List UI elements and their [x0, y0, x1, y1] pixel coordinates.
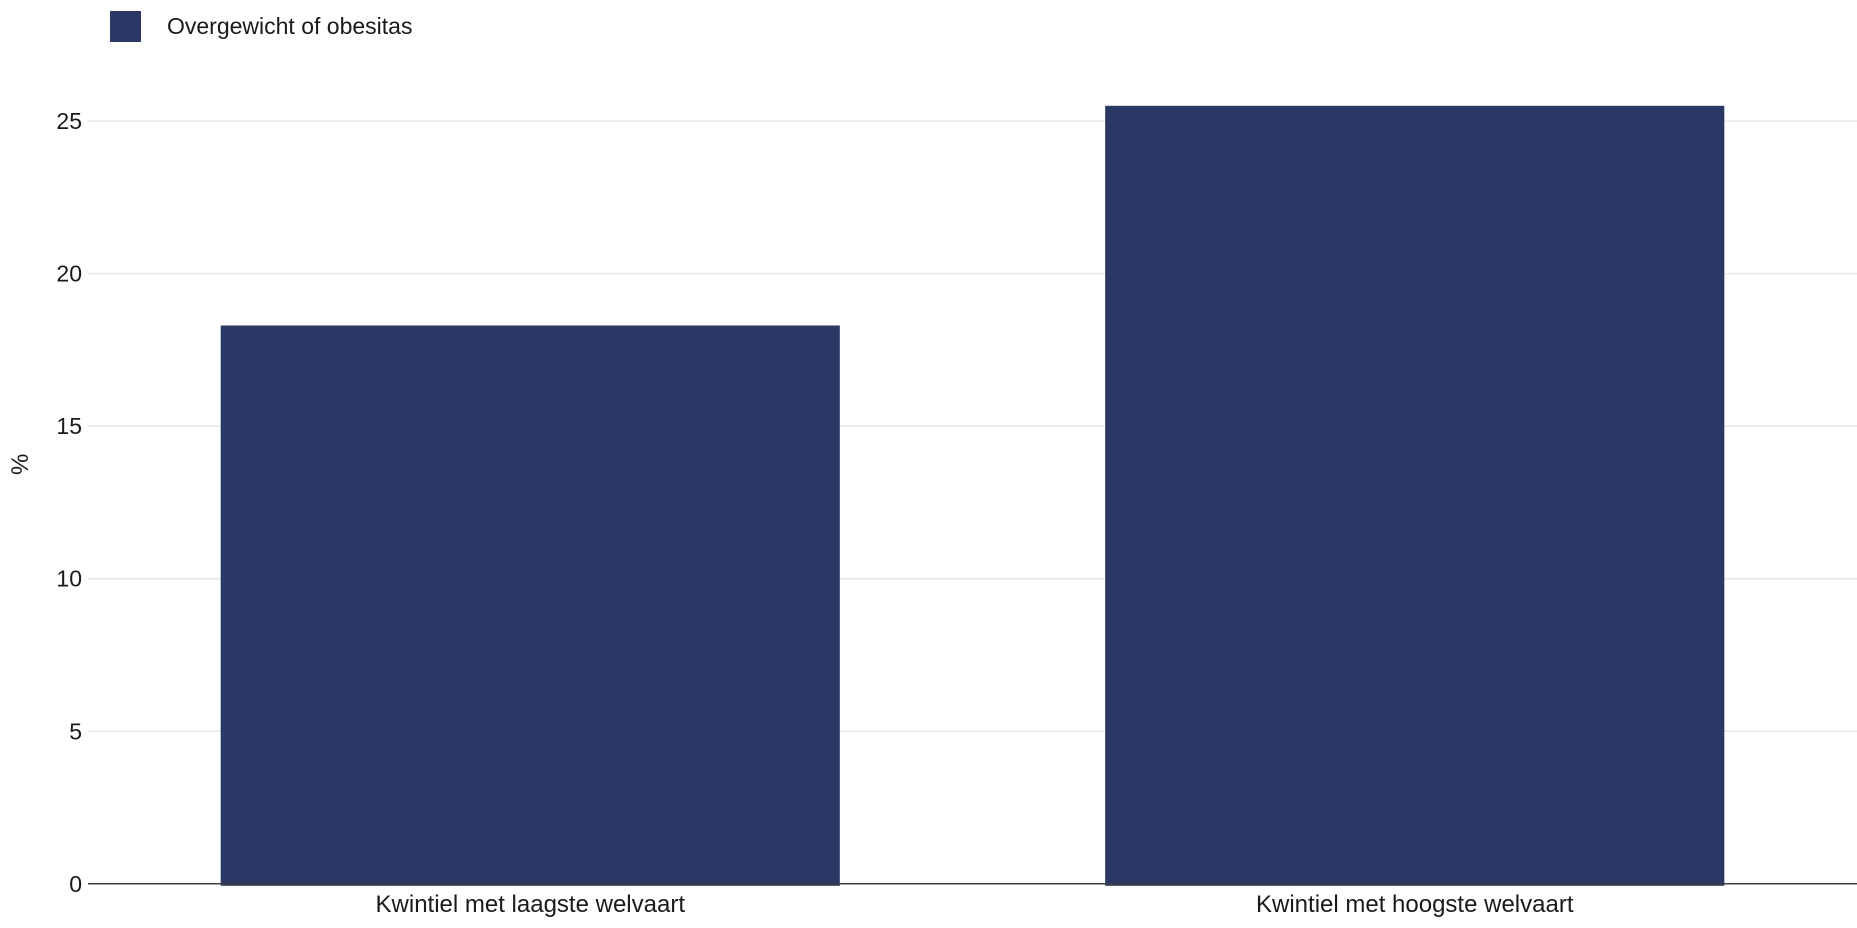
y-axis-ticks: 0 5 10 15 20 25 — [56, 108, 82, 897]
chart-legend: Overgewicht of obesitas — [110, 10, 412, 42]
y-tick-label: 15 — [56, 413, 82, 439]
y-tick-label: 20 — [56, 261, 82, 287]
bars — [220, 105, 1725, 886]
legend-swatch — [110, 10, 141, 42]
legend-label: Overgewicht of obesitas — [167, 12, 413, 39]
x-tick-label: Kwintiel met laagste welvaart — [376, 891, 686, 918]
bar — [220, 325, 840, 886]
y-tick-label: 5 — [69, 718, 82, 744]
y-tick-label: 10 — [56, 566, 82, 592]
x-tick-label: Kwintiel met hoogste welvaart — [1256, 891, 1574, 918]
y-axis-label: % — [7, 454, 34, 475]
y-tick-label: 25 — [56, 108, 82, 134]
x-axis-ticks: Kwintiel met laagste welvaart Kwintiel me… — [376, 891, 1574, 918]
y-tick-label: 0 — [69, 871, 82, 897]
bar — [1105, 105, 1725, 886]
